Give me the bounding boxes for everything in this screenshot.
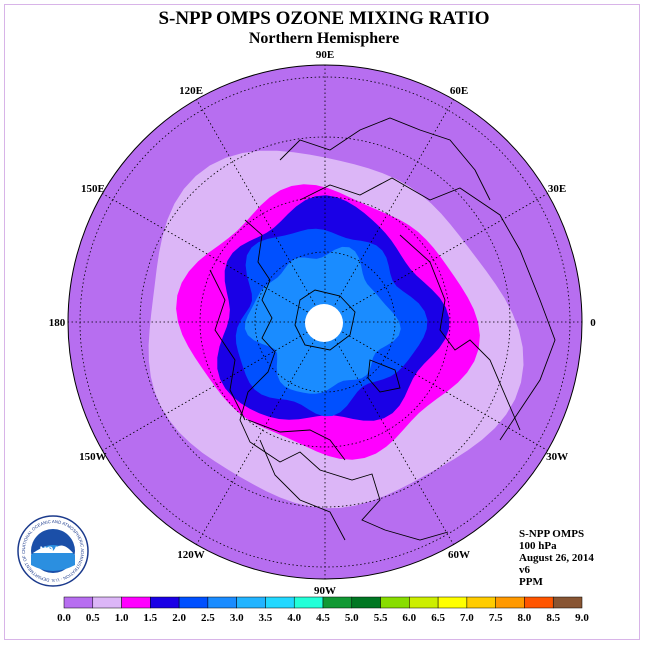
longitude-label: 120W [177,549,205,561]
coastline-segment [299,177,556,441]
product-info: S-NPP OMPS 100 hPa August 26, 2014 v6 PP… [519,528,594,588]
noaa-logo-text: NOAA [40,545,67,555]
page-frame [4,4,640,640]
coastline-segment [259,439,346,541]
meridian-line [194,96,326,323]
info-date: August 26, 2014 [519,552,594,564]
coastlines [209,117,556,541]
coastline-segment [367,359,401,393]
longitude-label: 60E [450,85,468,97]
longitude-label: 90W [314,585,336,597]
longitude-labels: 90E 60E 30E 0 30W 60W 90W 120W 150W 180 150E 120E [49,49,597,597]
info-instrument: S-NPP OMPS [519,528,585,540]
longitude-label: 30W [546,451,568,463]
longitude-label: 150E [81,183,105,195]
map-title: S-NPP OMPS OZONE MIXING RATIO [158,8,490,29]
meridian-line [324,191,551,323]
info-version: v6 [519,564,530,576]
noaa-logo: NOAA NATIONAL OCEANIC AND ATMOSPHERIC AD… [17,515,89,587]
lat-lon-grid [68,65,582,579]
map-boundary [67,64,583,580]
coastline-segment [399,234,521,431]
meridian-line [194,321,326,548]
longitude-label: 30E [548,183,566,195]
meridian-line [324,321,456,548]
meridian-line [324,96,456,323]
polar-data-gap [305,304,343,342]
coastline-segment [239,219,449,541]
latitude-circle [254,251,396,393]
info-units: PPM [519,576,543,588]
coastline-segment [247,419,346,461]
longitude-label: 90E [316,49,334,61]
info-pressure: 100 hPa [519,540,557,552]
map-subtitle: Northern Hemisphere [248,30,400,47]
coastline-segment [209,269,246,421]
meridian-line [324,321,551,453]
longitude-label: 0 [590,317,596,329]
longitude-label: 120E [179,85,203,97]
longitude-label: 180 [49,317,66,329]
coastline-segment [294,289,356,351]
longitude-label: 60W [448,549,470,561]
meridian-line [99,191,326,323]
meridian-line [99,321,326,453]
longitude-label: 150W [79,451,107,463]
coastline-segment [279,117,491,201]
